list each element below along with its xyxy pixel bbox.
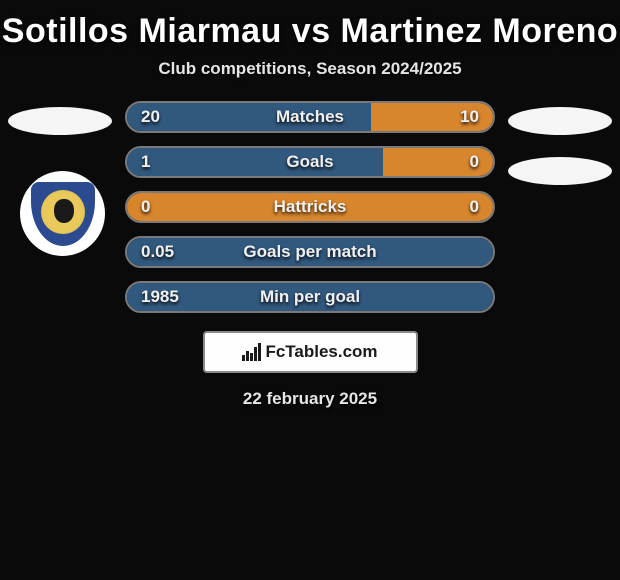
comparison-bars: 20Matches10 1Goals0 0Hattricks0 0.05Goals p… [125, 97, 495, 313]
stat-bar-left [127, 283, 493, 311]
stat-row: 20Matches10 [125, 101, 495, 133]
page-title: Sotillos Miarmau vs Martinez Moreno [0, 0, 620, 59]
stat-row: 1Goals0 [125, 146, 495, 178]
stats-zone: 20Matches10 1Goals0 0Hattricks0 0.05Goals p… [0, 97, 620, 409]
stat-bar-left [127, 103, 371, 131]
date-text: 22 february 2025 [0, 373, 620, 409]
stat-row: 0Hattricks0 [125, 191, 495, 223]
infographic-container: Sotillos Miarmau vs Martinez Moreno Club… [0, 0, 620, 409]
stat-bar-right [383, 148, 493, 176]
player-right-photo-placeholder-2 [508, 157, 612, 185]
stat-bar-left [127, 148, 383, 176]
subtitle: Club competitions, Season 2024/2025 [0, 59, 620, 97]
stat-bar-right [127, 193, 493, 221]
brand-badge[interactable]: FcTables.com [203, 331, 418, 373]
bar-chart-icon [242, 343, 261, 361]
stat-row: 0.05Goals per match [125, 236, 495, 268]
player-left-photo-placeholder [8, 107, 112, 135]
player-right-photo-placeholder-1 [508, 107, 612, 135]
hercules-crest-icon [31, 182, 95, 246]
stat-row: 1985Min per goal [125, 281, 495, 313]
brand-text: FcTables.com [265, 342, 377, 362]
team-logo-left [20, 171, 105, 256]
stat-bar-left [127, 238, 493, 266]
stat-bar-right [371, 103, 493, 131]
